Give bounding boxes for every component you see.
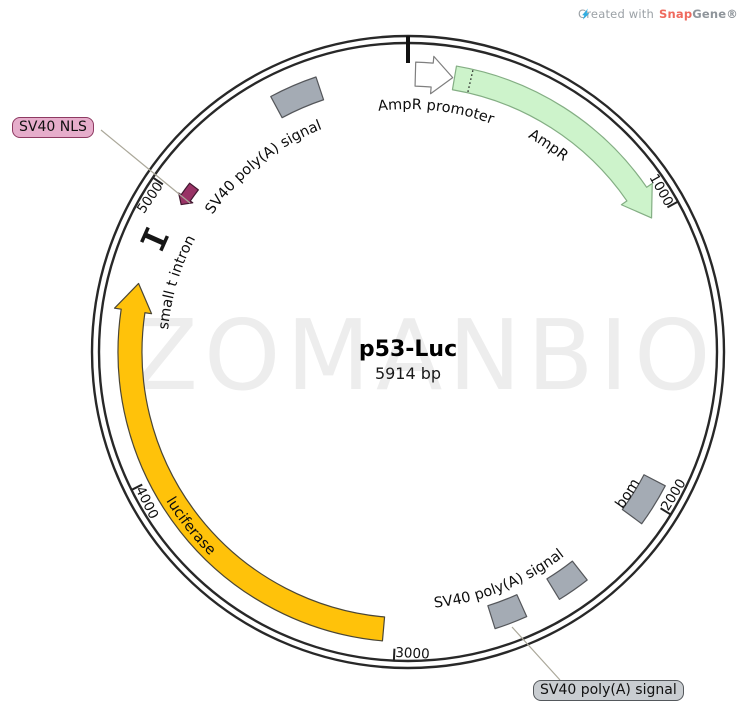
feature-bom	[621, 474, 666, 525]
feature-luciferase	[113, 282, 386, 642]
feature-sv40-polya-3	[270, 76, 325, 119]
features-group	[113, 55, 666, 642]
feature-sv40-polya-1	[546, 560, 588, 600]
created-with-text: Created with	[578, 7, 654, 21]
watermark: ZOMANBIO	[132, 299, 717, 412]
callout-label-sv40-polya-signal: SV40 poly(A) signal	[533, 680, 684, 701]
brand-gene-text: Gene®	[692, 7, 738, 21]
snapgene-attribution: Created with SnapGene®	[578, 7, 738, 21]
tick-label-3000: 3000	[395, 645, 430, 663]
snapgene-logo-icon	[582, 8, 590, 20]
feature-label-ampr-promoter: AmpR promoter	[377, 97, 496, 128]
feature-ampr-promoter	[414, 55, 454, 95]
tick-mark-4000	[131, 483, 143, 491]
tick-mark-2000	[660, 507, 672, 516]
feature-sv40-nls	[178, 182, 199, 206]
brand-snap-text: Snap	[659, 7, 693, 21]
feature-small-t-intron-stem	[143, 232, 166, 246]
tick-mark-1000	[666, 200, 679, 209]
tick-mark-3000	[392, 648, 396, 661]
feature-ampr	[451, 65, 653, 219]
callout-line-sv40-polya	[511, 626, 561, 681]
feature-sv40-polya-2	[487, 594, 528, 630]
tick-mark-5000	[152, 176, 164, 186]
plasmid-name: p53-Luc	[359, 337, 457, 362]
callout-line-sv40-nls	[100, 129, 191, 204]
plasmid-size: 5914 bp	[375, 364, 441, 383]
callout-label-sv40-nls: SV40 NLS	[12, 117, 94, 138]
feature-label-sv40-polya-3: SV40 poly(A) signal	[203, 118, 324, 218]
callout-lines-group	[100, 129, 561, 681]
tick-label-2000: 2000	[658, 476, 690, 514]
